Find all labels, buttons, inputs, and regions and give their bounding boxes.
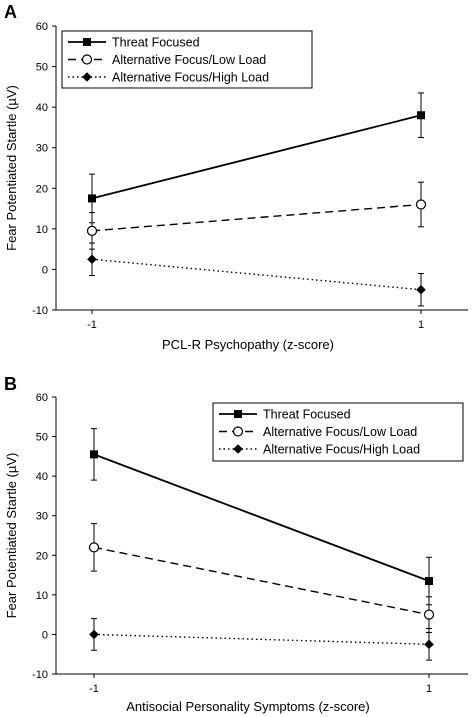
data-point (416, 284, 426, 295)
series-2 (87, 242, 426, 307)
y-tick-label: 60 (36, 392, 48, 404)
legend-label: Threat Focused (263, 408, 351, 422)
y-axis-title: Fear Potentiated Startle (µV) (4, 453, 19, 619)
panel-b: B -10 0 10 20 30 40 50 60 -1 1 Antisocial Personali… (4, 374, 468, 714)
series-0 (88, 92, 425, 224)
y-tick-label: 50 (36, 432, 48, 444)
panel-letter: A (4, 2, 17, 22)
y-tick-label: 0 (42, 264, 48, 276)
y-tick-label: 20 (36, 183, 48, 195)
series-line (91, 114, 422, 200)
series-2 (89, 618, 434, 661)
x-tick-label: 1 (418, 319, 424, 331)
x-tick-label: 1 (426, 683, 432, 695)
y-tick-label: 50 (36, 62, 48, 74)
legend-label: Alternative Focus/High Load (263, 443, 420, 457)
series-line (91, 258, 422, 291)
series-line (93, 633, 430, 646)
legend-marker (81, 54, 93, 65)
y-axis-title: Fear Potentiated Startle (µV) (4, 85, 19, 251)
y-tick-label: -10 (32, 669, 48, 681)
data-point (88, 542, 100, 553)
panel-a: A -10 0 10 20 30 40 50 60 -1 1 PCL-R Psychopathy (z… (4, 2, 468, 352)
y-tick-label: 0 (42, 629, 48, 641)
data-point (90, 450, 98, 459)
data-point (417, 111, 425, 120)
series-line (93, 453, 430, 582)
y-tick-label: -10 (32, 305, 48, 317)
data-point (87, 254, 97, 265)
data-point (425, 577, 433, 586)
x-tick-label: -1 (87, 319, 97, 331)
legend-marker (82, 72, 92, 82)
data-point (86, 225, 98, 236)
data-point (88, 194, 96, 203)
legend: Threat Focused Alternative Focus/Low Load… (212, 402, 464, 462)
legend-marker (232, 426, 244, 437)
legend-box (212, 402, 464, 462)
legend-label: Alternative Focus/High Load (112, 71, 269, 85)
series-line (91, 203, 422, 232)
legend-marker (83, 38, 91, 46)
data-point (89, 629, 99, 640)
panel-letter: B (4, 374, 17, 394)
y-tick-label: 40 (36, 102, 48, 114)
series-1 (86, 181, 427, 250)
y-tick-label: 20 (36, 550, 48, 562)
data-point (423, 609, 435, 620)
legend-marker (234, 410, 242, 418)
series-1 (88, 523, 435, 633)
legend-box (61, 30, 313, 89)
data-point (415, 199, 427, 210)
y-tick-label: 30 (36, 511, 48, 523)
x-tick-label: -1 (89, 683, 99, 695)
legend-marker (233, 444, 243, 454)
y-tick-label: 10 (36, 224, 48, 236)
x-axis-title: Antisocial Personality Symptoms (z-score… (126, 699, 369, 714)
y-tick-label: 40 (36, 471, 48, 483)
y-tick-label: 60 (36, 21, 48, 33)
x-axis-title: PCL-R Psychopathy (z-score) (162, 337, 334, 352)
data-point (424, 639, 434, 650)
legend-label: Alternative Focus/Low Load (263, 425, 417, 439)
series-line (93, 546, 430, 616)
legend-label: Alternative Focus/Low Load (112, 53, 266, 67)
legend: Threat Focused Alternative Focus/Low Load… (61, 30, 313, 89)
y-tick-label: 30 (36, 143, 48, 155)
legend-label: Threat Focused (112, 36, 200, 50)
y-tick-label: 10 (36, 590, 48, 602)
